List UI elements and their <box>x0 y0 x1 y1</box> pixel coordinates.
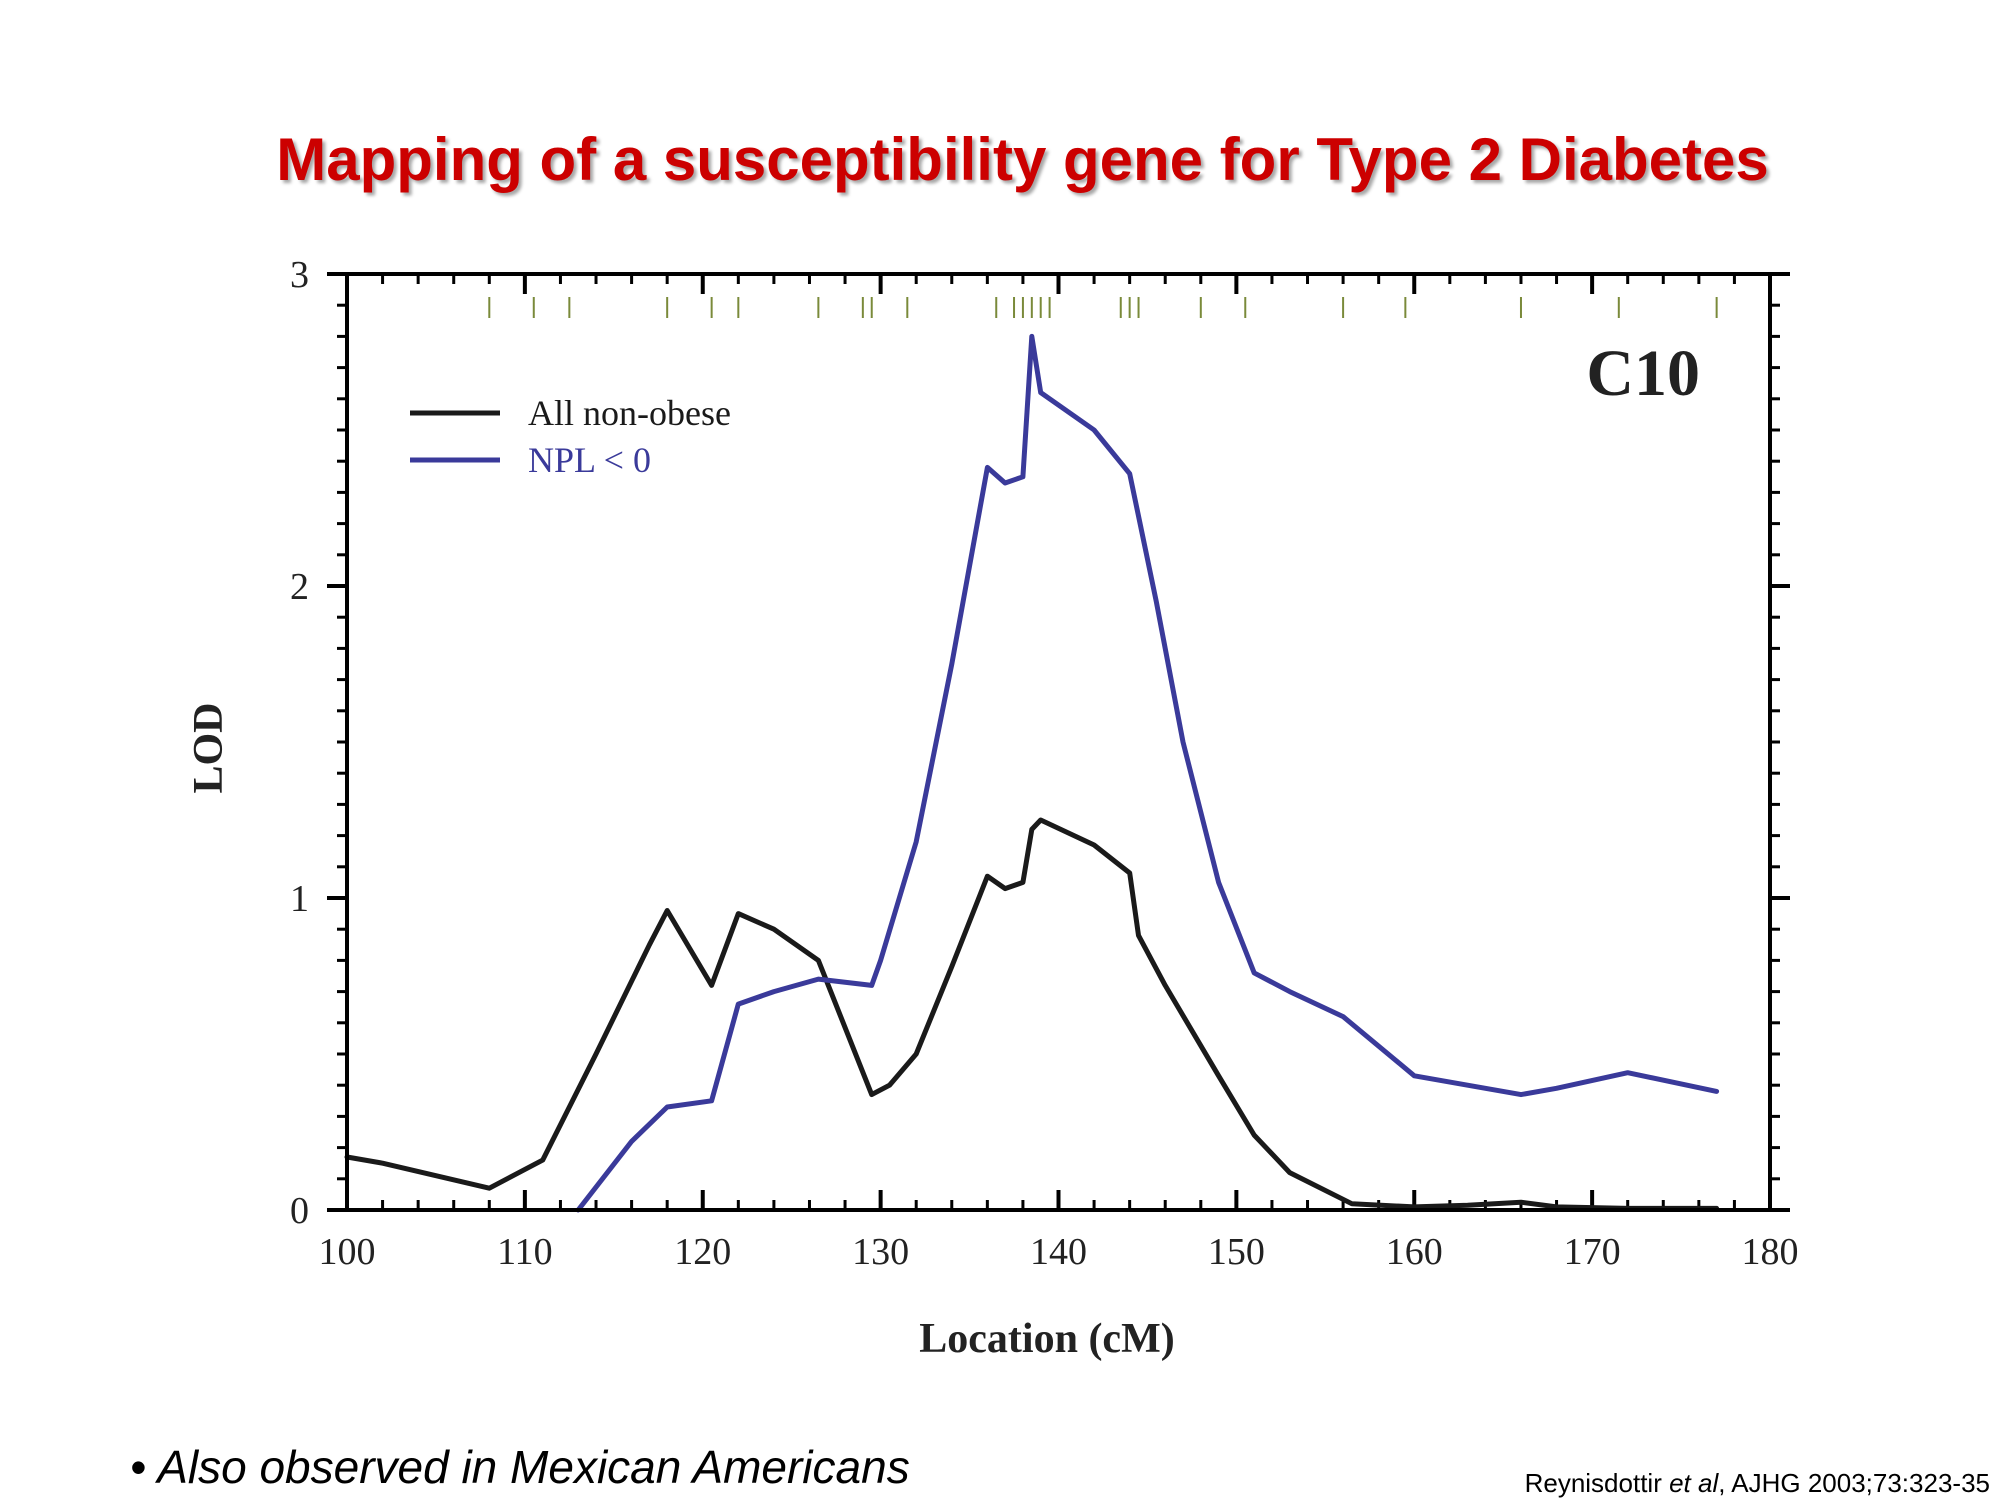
citation-et-al: et al <box>1669 1468 1719 1498</box>
x-tick-label: 140 <box>1030 1231 1087 1273</box>
series-line-npl <box>575 333 1720 1213</box>
x-tick-label: 170 <box>1564 1231 1621 1273</box>
plot-frame <box>345 272 1772 1212</box>
legend-label-all-non-obese: All non-obese <box>528 393 731 433</box>
y-tick-label: 2 <box>290 566 309 608</box>
bullet-point: • Also observed in Mexican Americans <box>130 1440 910 1494</box>
y-tick-label: 1 <box>290 878 309 920</box>
y-axis-label: LOD <box>186 702 232 793</box>
x-tick-label: 110 <box>497 1231 553 1273</box>
panel-label: C10 <box>1586 337 1700 410</box>
bullet-text: Also observed in Mexican Americans <box>157 1441 910 1493</box>
chart-background <box>240 240 1800 1380</box>
tick-labels: 100 110 120 130 140 150 160 170 180 0 1 2 3 <box>290 254 1799 1273</box>
legend-label-npl: NPL < 0 <box>528 440 651 480</box>
series-lines <box>344 333 1720 1213</box>
citation-rest: , AJHG 2003;73:323-35 <box>1718 1468 1990 1498</box>
x-axis-label: Location (cM) <box>919 1316 1174 1362</box>
slide-title: Mapping of a susceptibility gene for Typ… <box>276 126 1769 193</box>
x-tick-label: 150 <box>1208 1231 1265 1273</box>
x-tick-label: 160 <box>1386 1231 1443 1273</box>
citation: Reynisdottir et al, AJHG 2003;73:323-35 <box>1525 1468 1990 1499</box>
series-line-all-non-obese <box>344 817 1720 1211</box>
x-tick-label: 100 <box>319 1231 376 1273</box>
legend: All non-obese NPL < 0 <box>410 393 731 480</box>
x-tick-label: 130 <box>852 1231 909 1273</box>
citation-author: Reynisdottir <box>1524 1468 1662 1498</box>
x-tick-label: 120 <box>674 1231 731 1273</box>
x-tick-label: 180 <box>1742 1231 1799 1273</box>
y-tick-label: 0 <box>290 1190 309 1232</box>
marker-ticks <box>488 297 1718 318</box>
bullet-marker: • <box>130 1441 147 1493</box>
y-tick-label: 3 <box>290 254 309 296</box>
